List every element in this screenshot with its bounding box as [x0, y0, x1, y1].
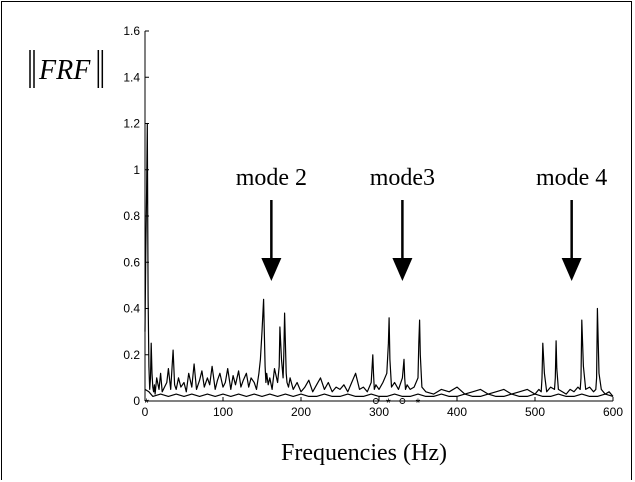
x-tick-label: 600	[603, 405, 623, 419]
y-tick-label: 1.4	[123, 70, 140, 84]
y-tick-label: 1	[133, 163, 140, 177]
mode-arrow-head	[561, 258, 582, 281]
axis-marker-star: *	[144, 396, 149, 410]
y-tick-label: 1.6	[123, 24, 140, 38]
x-tick-label: 500	[525, 405, 545, 419]
y-tick-label: 0	[133, 394, 140, 408]
series-line-2	[144, 388, 614, 397]
mode-label: mode 2	[236, 165, 307, 191]
axis-marker-circle	[399, 398, 406, 404]
annotations: mode 2 mode3 mode 4	[236, 165, 607, 281]
mode-label: mode3	[370, 165, 435, 191]
x-tick-label: 200	[291, 405, 311, 419]
mode-arrow-head	[261, 258, 282, 281]
axes: 0 100 200 300 400 500 600 0 0.2 0.4 0.6 0.8 1 1.2 1.4 1…	[123, 24, 623, 419]
x-tick-label: 400	[447, 405, 467, 419]
x-axis-title: Frequencies (Hz)	[281, 440, 447, 466]
y-tick-label: 0.6	[123, 255, 140, 269]
plot-area: * * *	[144, 122, 614, 410]
mode-label: mode 4	[536, 165, 607, 191]
axis-marker-circle	[372, 398, 379, 404]
series-line-1	[144, 122, 614, 397]
y-tick-label: 1.2	[123, 117, 140, 131]
y-tick-label: 0.4	[123, 302, 140, 316]
x-tick-label: 0	[142, 405, 149, 419]
x-tick-label: 300	[369, 405, 389, 419]
axis-marker-star: *	[386, 396, 391, 410]
x-tick-label: 100	[213, 405, 233, 419]
y-tick-label: 0.2	[123, 348, 140, 362]
y-tick-label: 0.8	[123, 209, 140, 223]
axis-marker-star: *	[416, 396, 421, 410]
y-axis-title: FRF	[38, 55, 91, 86]
y-axis-label: FRF	[29, 50, 104, 88]
mode-arrow-head	[392, 258, 413, 281]
